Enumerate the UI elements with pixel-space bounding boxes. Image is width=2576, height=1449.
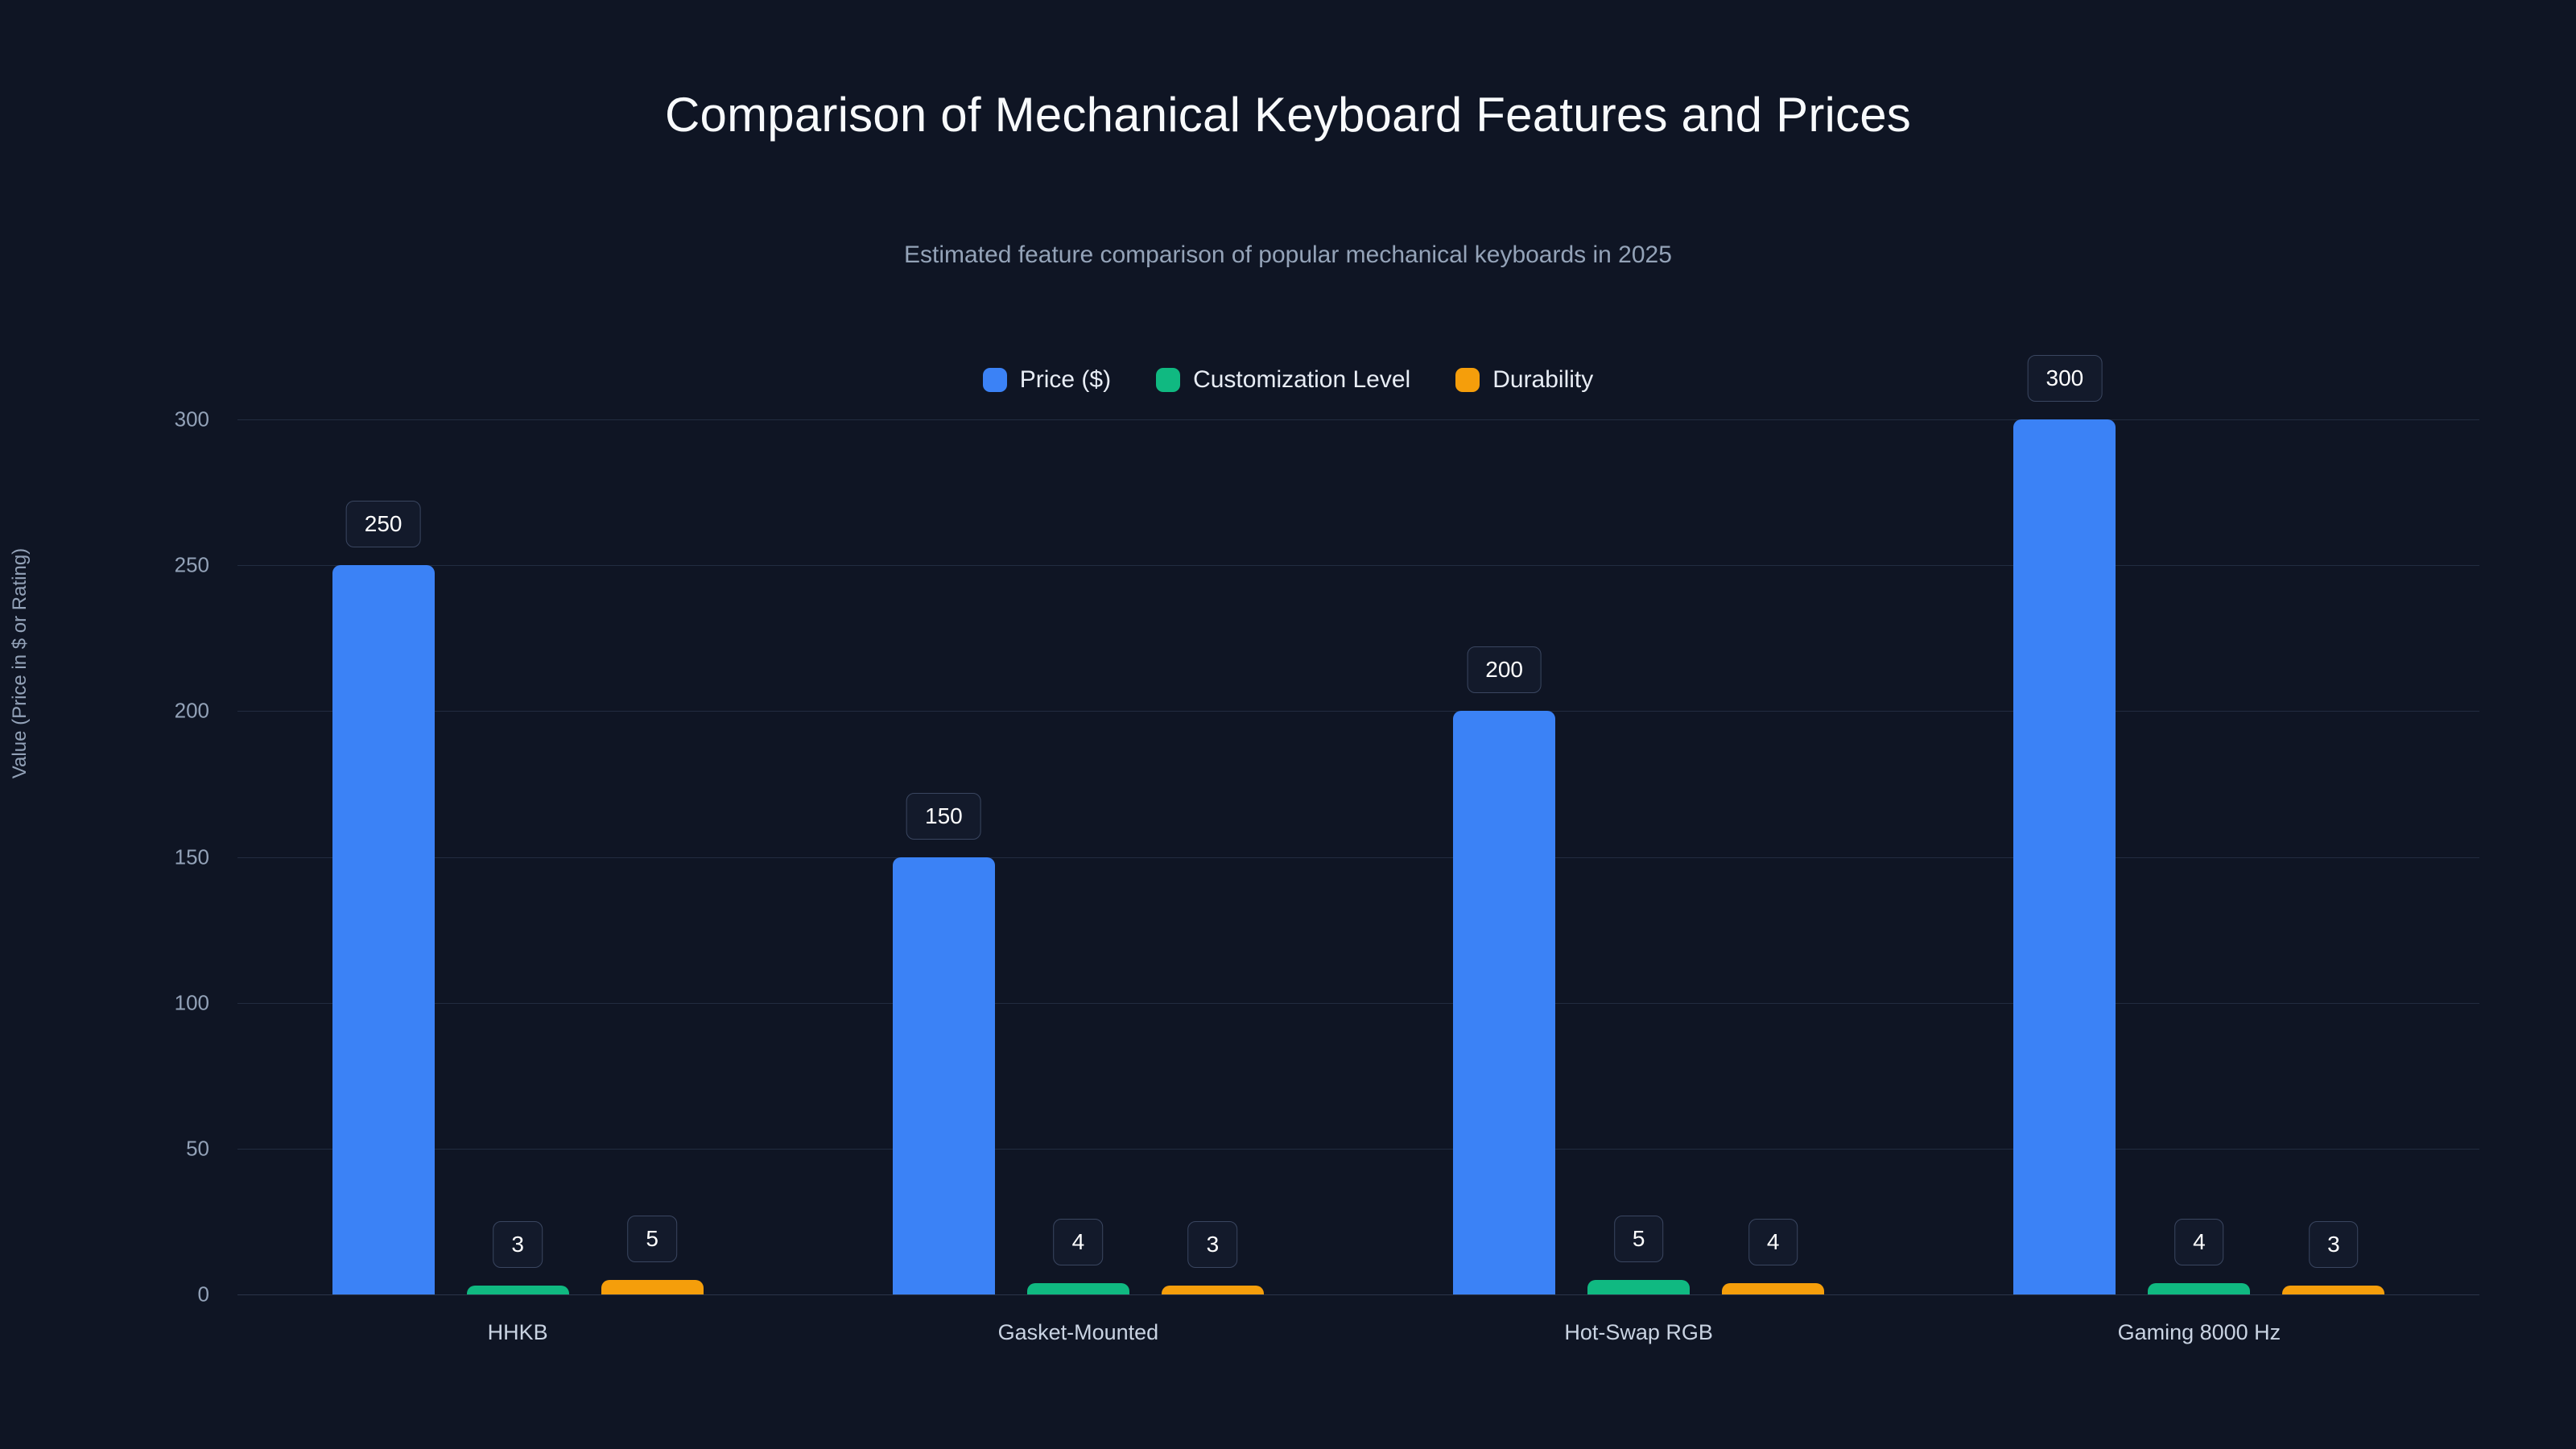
y-axis-title: Value (Price in $ or Rating): [9, 547, 31, 779]
legend-swatch-icon: [1455, 368, 1480, 392]
bar-value-label: 3: [1187, 1221, 1238, 1269]
bar[interactable]: [466, 1286, 569, 1294]
x-axis-category-label: HHKB: [487, 1320, 548, 1344]
bar-value-label: 200: [1467, 646, 1542, 694]
bar-value-label: 250: [345, 501, 421, 548]
gridline: [237, 857, 2479, 858]
y-axis-tick-label: 300: [174, 407, 209, 431]
legend-swatch-icon: [1156, 368, 1181, 392]
legend-label: Durability: [1492, 366, 1594, 393]
x-axis-category-label: Gasket-Mounted: [997, 1320, 1159, 1344]
chart-legend: Price ($) Customization Level Durability: [0, 366, 2576, 394]
bar-value-label: 3: [2309, 1221, 2359, 1269]
bar[interactable]: [2282, 1286, 2385, 1294]
legend-item-0[interactable]: Price ($): [982, 366, 1112, 394]
gridline: [237, 1294, 2479, 1295]
chart-title: Comparison of Mechanical Keyboard Featur…: [664, 88, 1912, 142]
bar[interactable]: [332, 565, 435, 1294]
bar[interactable]: [2148, 1282, 2251, 1294]
legend-label: Customization Level: [1193, 366, 1411, 393]
gridline: [237, 419, 2479, 420]
x-axis-category-label: Hot-Swap RGB: [1564, 1320, 1713, 1344]
legend-label: Price ($): [1019, 366, 1112, 393]
bar-value-label: 300: [2027, 355, 2103, 402]
legend-item-1[interactable]: Customization Level: [1156, 366, 1410, 394]
y-axis-tick-label: 0: [197, 1282, 209, 1307]
gridline: [237, 1002, 2479, 1004]
bar[interactable]: [1026, 1282, 1129, 1294]
y-axis-tick-label: 50: [186, 1136, 209, 1161]
plot-area: 250 3 5 150 4 3 200 5 4 300 4 3: [237, 355, 2479, 1295]
bar[interactable]: [1161, 1286, 1264, 1294]
y-axis-tick-label: 200: [174, 698, 209, 723]
bar[interactable]: [1722, 1282, 1825, 1294]
gridline: [237, 711, 2479, 712]
y-axis-tick-label: 250: [174, 552, 209, 577]
bar-value-label: 5: [1613, 1215, 1664, 1262]
y-axis-tick-label: 150: [174, 844, 209, 869]
bar[interactable]: [2013, 419, 2116, 1294]
bar-value-label: 5: [627, 1215, 677, 1262]
legend-swatch-icon: [982, 368, 1007, 392]
bar-value-label: 150: [906, 792, 981, 840]
bar-value-label: 3: [493, 1221, 543, 1269]
x-axis-category-label: Gaming 8000 Hz: [2117, 1320, 2281, 1344]
bar-value-label: 4: [1053, 1218, 1104, 1265]
bar-value-label: 4: [2174, 1218, 2224, 1265]
bar[interactable]: [601, 1279, 704, 1294]
bar-value-label: 4: [1748, 1218, 1798, 1265]
legend-item-2[interactable]: Durability: [1455, 366, 1593, 394]
bar[interactable]: [892, 857, 995, 1294]
bar[interactable]: [1587, 1279, 1690, 1294]
bar[interactable]: [1453, 711, 1556, 1294]
gridline: [237, 1148, 2479, 1150]
y-axis-tick-label: 100: [174, 990, 209, 1015]
gridline: [237, 565, 2479, 567]
chart-subtitle: Estimated feature comparison of popular …: [904, 242, 1672, 268]
